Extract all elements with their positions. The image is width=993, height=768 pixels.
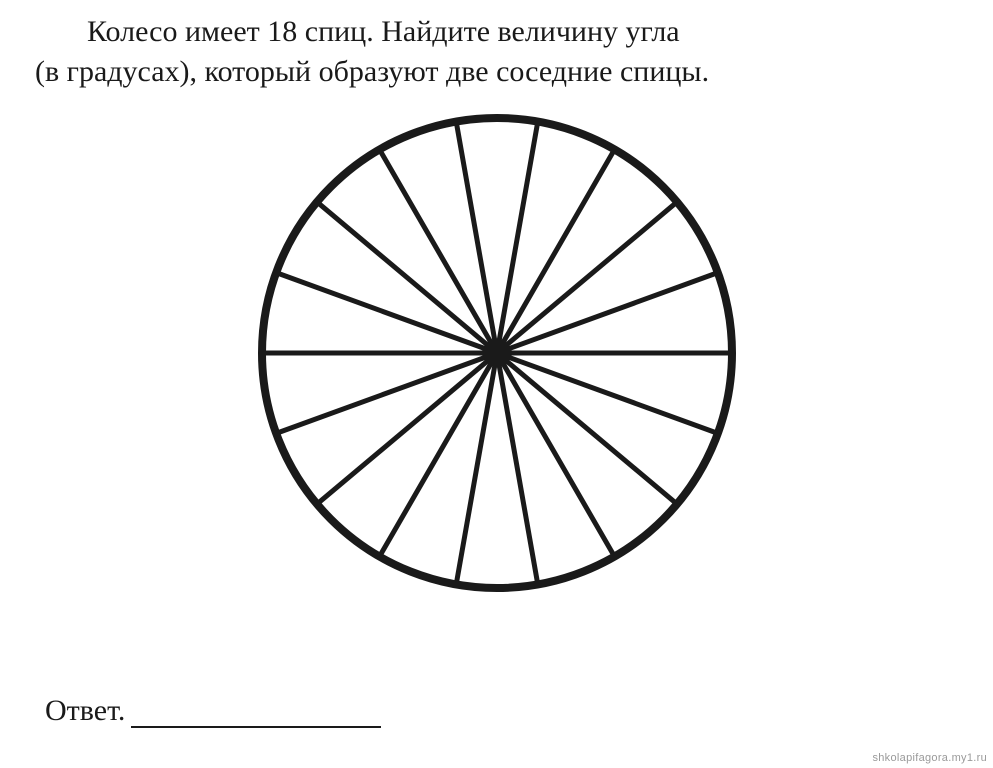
answer-label: Ответ. [45,694,125,728]
page-root: Колесо имеет 18 спиц. Найдите величину у… [0,0,993,768]
problem-line-1: Колесо имеет 18 спиц. Найдите величину у… [35,12,958,52]
answer-blank-line [131,696,381,728]
answer-row: Ответ. [45,694,381,728]
wheel-svg [254,110,740,596]
wheel-figure [0,110,993,601]
problem-line-2: (в градусах), который образуют две сосед… [35,52,958,92]
watermark: shkolapifagora.my1.ru [872,752,987,764]
problem-text: Колесо имеет 18 спиц. Найдите величину у… [35,12,958,91]
